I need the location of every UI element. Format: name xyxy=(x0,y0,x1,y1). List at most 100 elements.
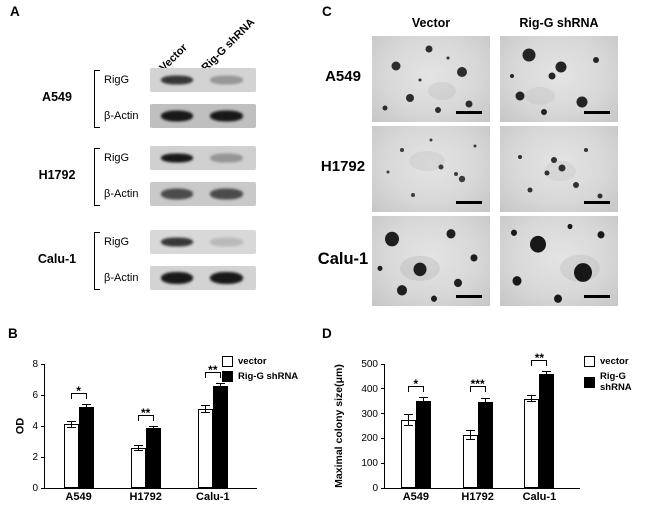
significance-label: ** xyxy=(534,350,545,365)
micrograph-a549-vector xyxy=(372,36,490,122)
panel-d-label: D xyxy=(322,326,332,341)
bar-H1792-Rig-G shRNA xyxy=(477,402,493,488)
y-tick-label: 500 xyxy=(361,359,378,370)
error-bar xyxy=(527,395,537,403)
legend-item: Rig-G shRNA xyxy=(222,371,298,382)
bar-A549-vector xyxy=(400,419,416,488)
panel-c-label: C xyxy=(322,4,332,19)
error-bar xyxy=(200,405,210,413)
blot-band xyxy=(210,75,244,85)
micrograph-a549-shrna xyxy=(500,36,618,122)
blot-band xyxy=(210,110,244,122)
micrograph-h1792-shrna xyxy=(500,126,618,212)
error-bar xyxy=(81,404,91,411)
category-label: Calu-1 xyxy=(522,491,557,503)
micrograph-image xyxy=(511,223,605,303)
blot-band xyxy=(160,188,194,200)
plot-area: 0 2 4 6 8 * A549 ** H1792 ** Calu-1 xyxy=(32,359,257,503)
panel-c-row-label-calu-1: Calu-1 xyxy=(317,250,369,268)
y-tick-label: 300 xyxy=(361,408,378,420)
y-tick-label: 100 xyxy=(361,458,378,470)
bar-Calu-1-Rig-G shRNA xyxy=(539,373,555,488)
panel-c-header-vector: Vector xyxy=(411,16,451,30)
bar-Calu-1-vector xyxy=(524,398,540,488)
category-label: Calu-1 xyxy=(196,491,230,503)
panel-a-label: A xyxy=(10,4,20,19)
micrograph-image xyxy=(382,45,473,113)
y-tick-mark xyxy=(41,363,45,365)
error-bar xyxy=(133,444,143,451)
bar-Calu-1-vector xyxy=(197,408,213,488)
bar-Calu-1-Rig-G shRNA xyxy=(212,385,228,488)
y-tick-mark xyxy=(381,487,385,489)
legend-swatch xyxy=(584,356,595,367)
significance-bracket xyxy=(70,393,87,400)
legend-label: Rig-G shRNA xyxy=(600,371,632,393)
micrograph-h1792-vector xyxy=(372,126,490,212)
scale-bar xyxy=(584,111,610,114)
significance-label: * xyxy=(76,384,81,399)
y-tick-label: 0 xyxy=(372,483,378,494)
y-tick-mark xyxy=(381,388,385,390)
category-label: H1792 xyxy=(129,491,162,503)
bar-A549-Rig-G shRNA xyxy=(415,401,431,488)
error-bar xyxy=(480,397,490,408)
cell-line-label-h1792: H1792 xyxy=(38,168,76,182)
blot-a549-actin xyxy=(150,104,256,128)
category-label: H1792 xyxy=(461,491,494,503)
blot-band xyxy=(160,272,194,284)
panel-c-row-label-h1792: H1792 xyxy=(320,158,366,175)
legend-label: Rig-G shRNA xyxy=(238,371,299,382)
micrograph-image xyxy=(386,138,477,197)
bar-H1792-vector xyxy=(462,434,478,488)
significance-label: * xyxy=(413,376,419,391)
cell-line-label-a549: A549 xyxy=(42,90,72,104)
colony-blobs xyxy=(510,48,599,115)
blot-band xyxy=(210,188,244,200)
legend-item: Rig-G shRNA xyxy=(584,371,644,393)
blot-band xyxy=(160,237,194,247)
error-bar xyxy=(403,413,413,426)
micrograph-image xyxy=(377,229,478,302)
blot-row-label-rigg: RigG xyxy=(104,236,130,248)
bar-group: * A549 xyxy=(400,364,431,503)
scale-bar xyxy=(456,201,482,204)
colony-blobs xyxy=(386,138,477,197)
legend-item: vector xyxy=(222,356,298,367)
y-tick-mark xyxy=(41,394,45,396)
blot-a549-rigg xyxy=(150,68,256,92)
blot-band xyxy=(160,110,194,122)
blot-row-label-actin: β-Actin xyxy=(104,272,139,284)
significance-bracket xyxy=(407,385,424,392)
scale-bar xyxy=(584,295,610,298)
panel-c-header-rig-g-shrna: Rig-G shRNA xyxy=(519,16,599,30)
y-tick-mark xyxy=(381,462,385,464)
colony-blobs xyxy=(382,45,473,113)
bar-group: ** Calu-1 xyxy=(523,352,557,503)
panel-d-chart: D Maximal colony size(μm) 0 100 200 300 400 5… xyxy=(322,326,644,508)
error-bar xyxy=(66,420,76,429)
error-bar xyxy=(542,370,552,377)
category-label: A549 xyxy=(65,491,92,503)
y-tick-label: 8 xyxy=(32,359,38,370)
blot-h1792-actin xyxy=(150,182,256,206)
y-tick-label: 0 xyxy=(32,483,38,494)
blot-row-label-actin: β-Actin xyxy=(104,110,139,122)
bar-H1792-Rig-G shRNA xyxy=(145,428,161,488)
y-tick-mark xyxy=(41,487,45,489)
group-bracket xyxy=(94,148,100,206)
cell-line-label-calu-1: Calu-1 xyxy=(37,252,77,266)
legend-label: vector xyxy=(238,356,267,367)
blot-band xyxy=(210,272,244,284)
error-bar xyxy=(215,382,225,389)
significance-bracket xyxy=(204,371,221,378)
legend-swatch xyxy=(584,376,595,388)
blot-band xyxy=(160,75,194,85)
group-bracket xyxy=(94,70,100,128)
panel-b-label: B xyxy=(8,326,18,341)
blot-band xyxy=(210,237,244,247)
micrograph-image xyxy=(510,48,599,115)
significance-label: ** xyxy=(208,362,218,377)
blot-calu1-rigg xyxy=(150,230,256,254)
